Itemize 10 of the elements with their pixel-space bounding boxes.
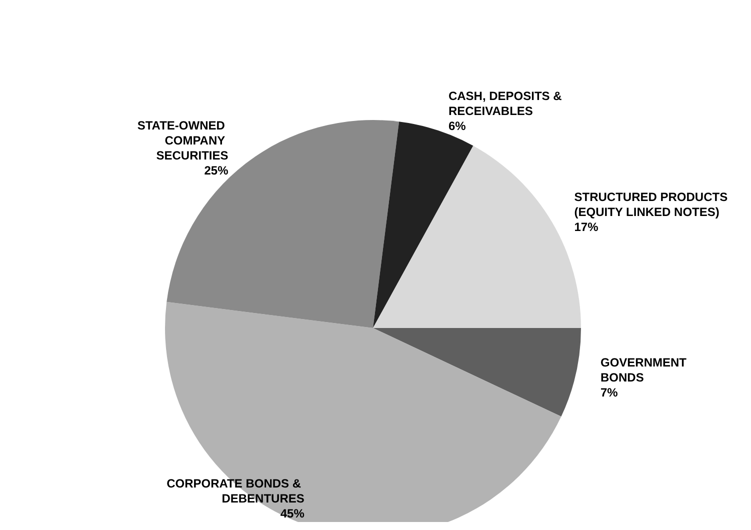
- data-label: 6%: [448, 119, 466, 134]
- slice-label: CORPORATE BONDS & DEBENTURES: [166, 476, 304, 506]
- data-label: 25%: [204, 163, 229, 178]
- slice-label: GOVERNMENT BONDS: [600, 356, 690, 385]
- data-label: 17%: [574, 220, 599, 234]
- data-label: 45%: [280, 506, 305, 520]
- data-label: 7%: [600, 386, 618, 400]
- slice-label: STATE-OWNED COMPANY SECURITIES: [137, 118, 228, 162]
- slice-label: STRUCTURED PRODUCTS (EQUITY LINKED NOTES): [574, 190, 731, 219]
- slice-label: CASH, DEPOSITS & RECEIVABLES: [448, 89, 566, 118]
